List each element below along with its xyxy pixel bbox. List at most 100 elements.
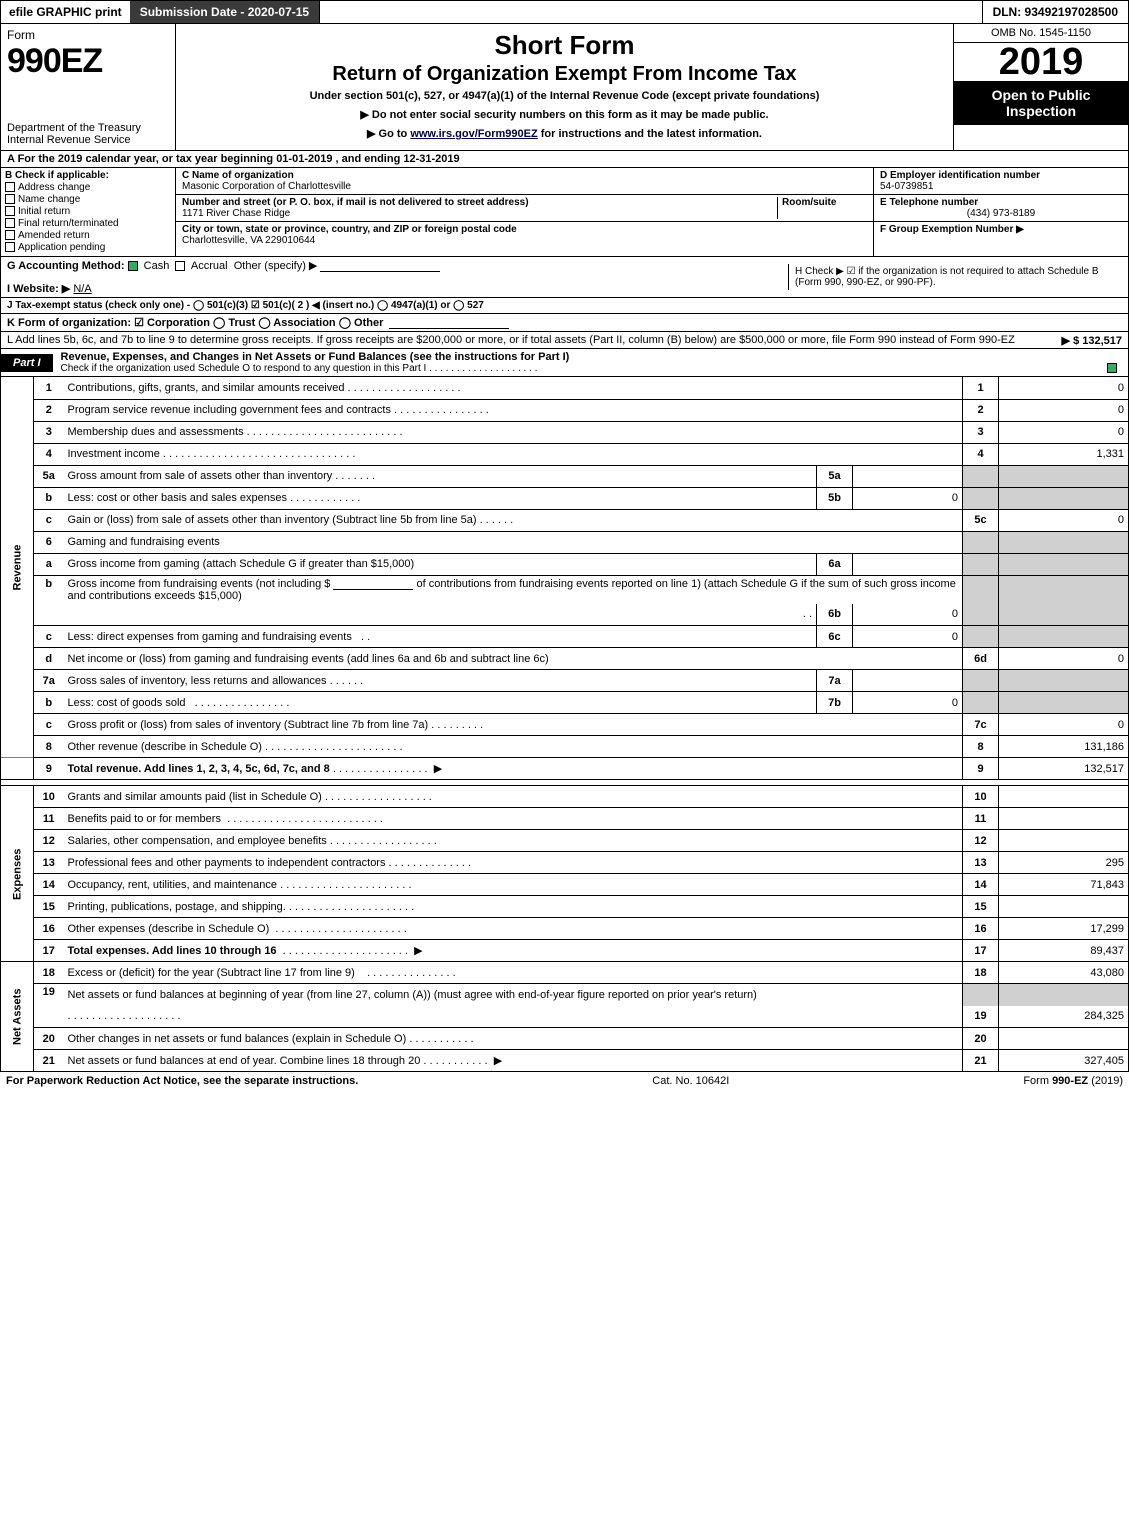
irs-link[interactable]: www.irs.gov/Form990EZ xyxy=(410,128,537,140)
org-name: Masonic Corporation of Charlottesville xyxy=(182,181,867,192)
e-label: E Telephone number xyxy=(880,197,1122,208)
check-amended-return[interactable]: Amended return xyxy=(5,230,171,241)
info-grid: B Check if applicable: Address change Na… xyxy=(0,168,1129,257)
sidebar-revenue: Revenue xyxy=(1,377,34,758)
row-k: K Form of organization: ☑ Corporation ◯ … xyxy=(0,314,1129,332)
line-4: 4 Investment income . . . . . . . . . . … xyxy=(1,443,1129,465)
department-label: Department of the Treasury Internal Reve… xyxy=(7,122,169,146)
line-10: Expenses 10 Grants and similar amounts p… xyxy=(1,786,1129,808)
check-name-change[interactable]: Name change xyxy=(5,194,171,205)
topbar-left: efile GRAPHIC print Submission Date - 20… xyxy=(1,1,982,23)
row-h: H Check ▶ ☑ if the organization is not r… xyxy=(788,264,1128,290)
g-label: G Accounting Method: xyxy=(7,260,125,272)
row-g-i: G Accounting Method: Cash Accrual Other … xyxy=(1,257,788,297)
cell-address: Number and street (or P. O. box, if mail… xyxy=(176,195,873,222)
submission-date-button[interactable]: Submission Date - 2020-07-15 xyxy=(130,1,320,23)
row-g-h: G Accounting Method: Cash Accrual Other … xyxy=(0,257,1129,298)
part-1-header: Part I Revenue, Expenses, and Changes in… xyxy=(0,349,1129,377)
line-5c: c Gain or (loss) from sale of assets oth… xyxy=(1,509,1129,531)
line-6: 6 Gaming and fundraising events xyxy=(1,531,1129,553)
room-label: Room/suite xyxy=(782,197,867,208)
dln-label: DLN: 93492197028500 xyxy=(982,1,1128,23)
line-20: 20 Other changes in net assets or fund b… xyxy=(1,1028,1129,1050)
header-center: Short Form Return of Organization Exempt… xyxy=(176,24,953,150)
cell-org-name: C Name of organization Masonic Corporati… xyxy=(176,168,873,195)
under-section-text: Under section 501(c), 527, or 4947(a)(1)… xyxy=(182,90,947,102)
street-address: 1171 River Chase Ridge xyxy=(182,208,777,219)
l-amount: ▶ $ 132,517 xyxy=(1062,334,1122,347)
line-6c: c Less: direct expenses from gaming and … xyxy=(1,626,1129,648)
line-6a: a Gross income from gaming (attach Sched… xyxy=(1,553,1129,575)
part-1-title: Revenue, Expenses, and Changes in Net As… xyxy=(53,349,1128,376)
f-label: F Group Exemption Number ▶ xyxy=(880,224,1024,235)
row-j: J Tax-exempt status (check only one) - ◯… xyxy=(0,298,1129,314)
line-7c: c Gross profit or (loss) from sales of i… xyxy=(1,714,1129,736)
goto-link-row: ▶ Go to www.irs.gov/Form990EZ for instru… xyxy=(182,127,947,140)
top-bar: efile GRAPHIC print Submission Date - 20… xyxy=(0,0,1129,24)
goto-pre: ▶ Go to xyxy=(367,128,410,140)
line-19b: . . . . . . . . . . . . . . . . . . . 19… xyxy=(1,1006,1129,1028)
goto-post: for instructions and the latest informat… xyxy=(538,128,762,140)
header-left: Form 990EZ Department of the Treasury In… xyxy=(1,24,176,150)
form-number: 990EZ xyxy=(7,42,169,81)
col-b-title: B Check if applicable: xyxy=(5,170,171,181)
header-right: OMB No. 1545-1150 2019 Open to Public In… xyxy=(953,24,1128,150)
city-label: City or town, state or province, country… xyxy=(182,224,867,235)
l-text: L Add lines 5b, 6c, and 7b to line 9 to … xyxy=(7,334,1015,346)
line-16: 16 Other expenses (describe in Schedule … xyxy=(1,918,1129,940)
ssn-warning: ▶ Do not enter social security numbers o… xyxy=(182,108,947,121)
line-5b: b Less: cost or other basis and sales ex… xyxy=(1,487,1129,509)
check-final-return[interactable]: Final return/terminated xyxy=(5,218,171,229)
title-return: Return of Organization Exempt From Incom… xyxy=(182,63,947,86)
other-specify-input[interactable] xyxy=(320,260,440,272)
check-schedule-o[interactable] xyxy=(1107,363,1117,373)
line-5a: 5a Gross amount from sale of assets othe… xyxy=(1,465,1129,487)
lines-table: Revenue 1 Contributions, gifts, grants, … xyxy=(0,377,1129,1072)
line-21: 21 Net assets or fund balances at end of… xyxy=(1,1050,1129,1072)
phone-value: (434) 973-8189 xyxy=(880,208,1122,219)
line-6d: d Net income or (loss) from gaming and f… xyxy=(1,648,1129,670)
cell-ein: D Employer identification number 54-0739… xyxy=(874,168,1128,195)
footer-right: Form 990-EZ (2019) xyxy=(1023,1075,1123,1087)
other-org-input[interactable] xyxy=(389,317,509,329)
line-19a: 19 Net assets or fund balances at beginn… xyxy=(1,984,1129,1006)
i-label: I Website: ▶ xyxy=(7,283,70,295)
line-3: 3 Membership dues and assessments . . . … xyxy=(1,421,1129,443)
line-13: 13 Professional fees and other payments … xyxy=(1,852,1129,874)
check-accrual[interactable] xyxy=(175,261,185,271)
check-address-change[interactable]: Address change xyxy=(5,182,171,193)
check-application-pending[interactable]: Application pending xyxy=(5,242,171,253)
website-value: N/A xyxy=(73,283,91,295)
fundraising-amount-input[interactable] xyxy=(333,578,413,590)
footer-mid: Cat. No. 10642I xyxy=(652,1075,729,1087)
c-label: C Name of organization xyxy=(182,170,867,181)
line-17: 17 Total expenses. Add lines 10 through … xyxy=(1,940,1129,962)
line-2: 2 Program service revenue including gove… xyxy=(1,399,1129,421)
check-initial-return[interactable]: Initial return xyxy=(5,206,171,217)
cell-group-exempt: F Group Exemption Number ▶ xyxy=(874,222,1128,237)
efile-label[interactable]: efile GRAPHIC print xyxy=(1,1,130,23)
addr-label: Number and street (or P. O. box, if mail… xyxy=(182,197,777,208)
col-d: D Employer identification number 54-0739… xyxy=(873,168,1128,256)
line-15: 15 Printing, publications, postage, and … xyxy=(1,896,1129,918)
title-short-form: Short Form xyxy=(182,30,947,61)
line-14: 14 Occupancy, rent, utilities, and maint… xyxy=(1,874,1129,896)
line-a: A For the 2019 calendar year, or tax yea… xyxy=(0,151,1129,168)
tax-year: 2019 xyxy=(954,43,1128,81)
line-12: 12 Salaries, other compensation, and emp… xyxy=(1,830,1129,852)
line-7a: 7a Gross sales of inventory, less return… xyxy=(1,670,1129,692)
form-header: Form 990EZ Department of the Treasury In… xyxy=(0,24,1129,151)
row-l: L Add lines 5b, 6c, and 7b to line 9 to … xyxy=(0,332,1129,349)
cell-city: City or town, state or province, country… xyxy=(176,222,873,248)
check-cash[interactable] xyxy=(128,261,138,271)
sidebar-expenses: Expenses xyxy=(1,786,34,962)
line-7b: b Less: cost of goods sold . . . . . . .… xyxy=(1,692,1129,714)
open-public-inspection: Open to Public Inspection xyxy=(954,81,1128,125)
j-text: J Tax-exempt status (check only one) - ◯… xyxy=(7,300,484,311)
line-9: 9 Total revenue. Add lines 1, 2, 3, 4, 5… xyxy=(1,758,1129,780)
footer-left: For Paperwork Reduction Act Notice, see … xyxy=(6,1075,358,1087)
d-label: D Employer identification number xyxy=(880,170,1122,181)
ein-value: 54-0739851 xyxy=(880,181,1122,192)
k-text: K Form of organization: ☑ Corporation ◯ … xyxy=(7,316,383,329)
line-11: 11 Benefits paid to or for members . . .… xyxy=(1,808,1129,830)
